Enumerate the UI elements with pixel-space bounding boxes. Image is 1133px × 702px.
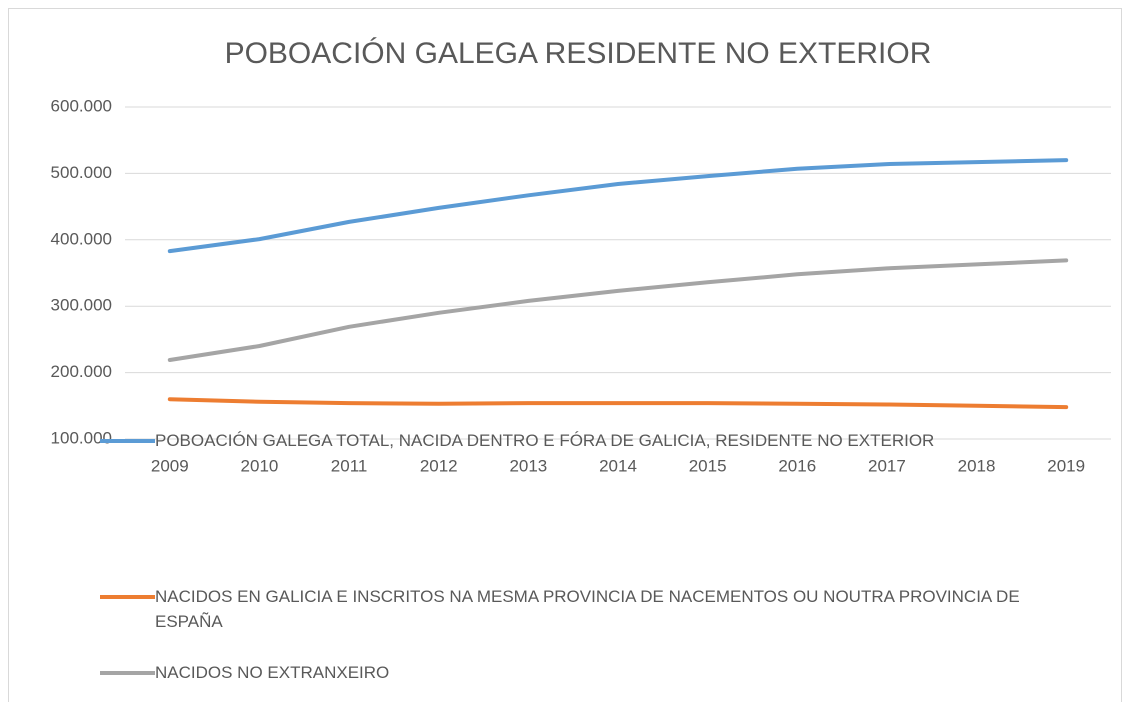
- legend-swatch: [100, 594, 155, 599]
- chart-title: POBOACIÓN GALEGA RESIDENTE NO EXTERIOR: [225, 37, 932, 70]
- x-tick-label: 2013: [509, 456, 547, 475]
- y-tick-label: 600.000: [51, 96, 112, 115]
- legend-label: POBOACIÓN GALEGA TOTAL, NACIDA DENTRO E …: [155, 431, 935, 450]
- legend-label: NACIDOS NO EXTRANXEIRO: [155, 663, 390, 682]
- x-tick-label: 2012: [420, 456, 458, 475]
- x-tick-label: 2015: [689, 456, 727, 475]
- line-series: [167, 397, 1069, 410]
- line-series: [167, 158, 1069, 254]
- legend-swatch: [100, 438, 155, 443]
- y-tick-label: 100.000: [51, 428, 112, 447]
- x-tick-label: 2011: [331, 456, 368, 475]
- y-tick-label: 300.000: [51, 296, 112, 315]
- y-tick-label: 400.000: [51, 229, 112, 248]
- x-tick-label: 2014: [599, 456, 637, 475]
- x-tick-label: 2010: [241, 456, 279, 475]
- legend-item: POBOACIÓN GALEGA TOTAL, NACIDA DENTRO E …: [100, 428, 1035, 453]
- x-tick-label: 2016: [778, 456, 816, 475]
- x-tick-label: 2019: [1047, 456, 1085, 475]
- legend-item: NACIDOS NO EXTRANXEIRO: [100, 660, 1035, 685]
- legend-label: NACIDOS EN GALICIA E INSCRITOS NA MESMA …: [155, 587, 1020, 631]
- y-tick-label: 200.000: [51, 362, 112, 381]
- x-tick-label: 2017: [868, 456, 906, 475]
- x-tick-label: 2018: [958, 456, 996, 475]
- x-tick-label: 2009: [151, 456, 189, 475]
- line-series: [167, 258, 1069, 362]
- chart-border: [8, 8, 1122, 702]
- legend-item: NACIDOS EN GALICIA E INSCRITOS NA MESMA …: [100, 584, 1035, 634]
- y-tick-label: 500.000: [51, 163, 112, 182]
- legend-swatch: [100, 670, 155, 675]
